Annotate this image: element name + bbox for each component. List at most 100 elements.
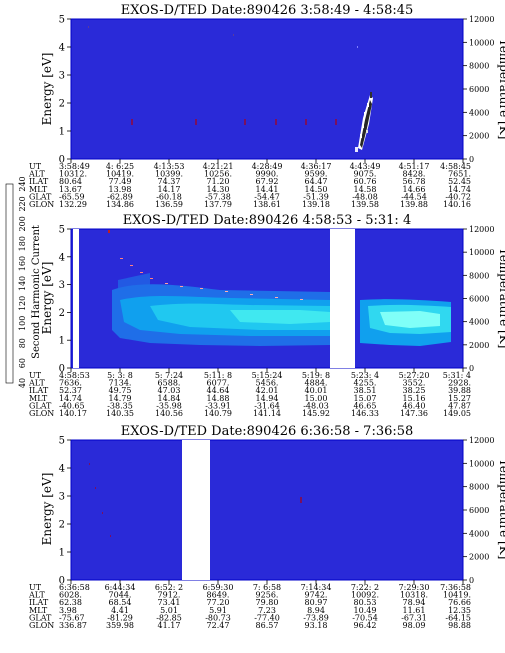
y-right-tick-label: 2000 (469, 553, 489, 562)
colorbar-tick-label: 80 (18, 338, 27, 348)
ephemeris-value: 14.88 (207, 394, 230, 403)
ephemeris-value: 76.66 (448, 598, 471, 607)
ephemeris-value: 4.41 (111, 606, 129, 615)
ephemeris-row-label: ILAT (29, 598, 49, 607)
ephemeris-value: -65.59 (59, 192, 85, 201)
panel-3-ephemeris: UT 6:36:58 6:44:34 6:52: 2 6:59:30 7: 6:58 7:1… (28, 583, 471, 630)
ephemeris-row-label: ALT (28, 591, 45, 600)
ephemeris-value: 11.61 (403, 606, 426, 615)
ephemeris-value: 14.74 (448, 185, 471, 194)
ephemeris-value: 14.94 (256, 394, 279, 403)
ephemeris-value: 3.98 (59, 606, 77, 615)
ephemeris-value: 73.41 (158, 598, 181, 607)
y-tick-label: 0 (59, 364, 65, 375)
ephemeris-value: 7134. (109, 379, 132, 388)
panel-2-ylabel: Energy [eV] (40, 262, 54, 335)
panel-1-specks (88, 26, 358, 125)
ephemeris-value: 4:13:53 (154, 162, 185, 171)
colorbar-label: Second Harmonic Current (31, 225, 42, 359)
ephemeris-value: 5:23: 4 (351, 371, 379, 380)
y-right-tick-label: 2000 (469, 132, 489, 141)
ephemeris-value: 139.88 (400, 200, 428, 209)
ephemeris-value: 9742. (305, 591, 328, 600)
y-right-tick-label: 12000 (469, 225, 494, 234)
colorbar-outline (5, 183, 14, 384)
ephemeris-value: 139.58 (351, 200, 379, 209)
ephemeris-value: 77.20 (207, 598, 230, 607)
ephemeris-value: 47.87 (448, 401, 471, 410)
ephemeris-value: 9990. (256, 170, 279, 179)
ephemeris-value: 6028. (59, 591, 82, 600)
ephemeris-value: 14.84 (158, 394, 181, 403)
panel-3-ylabel-right: Temperature [K] (497, 459, 505, 560)
y-right-tick-label: 0 (469, 576, 474, 585)
ephemeris-value: 139.18 (302, 200, 330, 209)
ephemeris-row-label: GLON (29, 409, 54, 418)
ephemeris-value: 141.14 (253, 409, 281, 418)
panel-2-ylabel-right: Temperature [K] (497, 248, 505, 349)
y-right-tick-label: 2000 (469, 341, 489, 350)
panel-3-specks (89, 463, 302, 537)
panel-2-ephemeris: UT 4:58:53 5: 3: 8 5: 7:24 5:11: 8 5:15:24 5:1… (28, 371, 471, 418)
colorbar-tick-label: 140 (18, 276, 27, 291)
y-tick-label: 4 (59, 252, 65, 263)
ephemeris-value: 14.66 (403, 185, 426, 194)
panel-3-data-gap (182, 440, 210, 580)
ephemeris-value: -60.18 (156, 192, 182, 201)
ephemeris-value: 10256. (204, 170, 232, 179)
ephemeris-value: -40.65 (59, 401, 85, 410)
ephemeris-value: 4:58:45 (440, 162, 471, 171)
ephemeris-value: 4:43:49 (350, 162, 381, 171)
ephemeris-value: 6077. (207, 379, 230, 388)
ephemeris-value: 5:15:24 (252, 371, 283, 380)
ephemeris-value: 7044. (109, 591, 132, 600)
ephemeris-value: 359.98 (106, 621, 134, 630)
ephemeris-value: -48.08 (352, 192, 378, 201)
ephemeris-value: 96.42 (354, 621, 377, 630)
ephemeris-value: 2928. (448, 379, 471, 388)
ephemeris-value: 72.47 (207, 621, 230, 630)
ephemeris-row-label: GLAT (29, 192, 52, 201)
colorbar-tick-label: 180 (18, 236, 27, 251)
ephemeris-value: 62.38 (59, 598, 82, 607)
ephemeris-value: 132.29 (59, 200, 87, 209)
ephemeris-value: 9075. (354, 170, 377, 179)
ephemeris-value: 4:51:17 (399, 162, 430, 171)
ephemeris-value: -44.54 (401, 192, 427, 201)
ephemeris-value: 10399. (155, 170, 183, 179)
ephemeris-value: 5: 7:24 (155, 371, 183, 380)
panel-1-ylabel: Energy [eV] (40, 53, 54, 126)
ephemeris-value: 7:14:34 (301, 583, 332, 592)
ephemeris-value: 6:36:58 (59, 583, 90, 592)
ephemeris-value: 5:31: 4 (443, 371, 471, 380)
y-tick-label: 5 (59, 225, 65, 236)
ephemeris-value: 98.09 (403, 621, 426, 630)
ephemeris-value: 15.07 (354, 394, 377, 403)
panel-2-title: EXOS-D/TED Date:890426 4:58:53 - 5:31: 4 (123, 213, 411, 228)
ephemeris-value: 5:11: 8 (204, 371, 232, 380)
panel-2: EXOS-D/TED Date:890426 4:58:53 - 5:31: 4 (28, 213, 505, 418)
ephemeris-value: 67.92 (256, 177, 279, 186)
ephemeris-value: -80.73 (205, 613, 231, 622)
colorbar-tick-label: 120 (18, 296, 27, 311)
ephemeris-value: -38.35 (107, 401, 133, 410)
ephemeris-value: 14.17 (158, 185, 181, 194)
ephemeris-value: 15.16 (403, 394, 426, 403)
panel-3-title: EXOS-D/TED Date:890426 6:36:58 - 7:36:58 (121, 424, 414, 439)
colorbar-tick-label: 100 (18, 316, 27, 331)
ephemeris-row-label: GLAT (29, 401, 52, 410)
colorbar-tick-label: 60 (18, 358, 27, 368)
y-tick-label: 3 (59, 492, 65, 503)
ephemeris-value: 15.00 (305, 394, 328, 403)
y-right-tick-label: 8000 (469, 483, 489, 492)
panel-3-ylabel: Energy [eV] (40, 473, 54, 546)
ephemeris-value: 86.57 (256, 621, 279, 630)
ephemeris-value: 98.88 (448, 621, 471, 630)
colorbar-tick-label: 240 (18, 176, 27, 191)
ephemeris-value: 5.01 (160, 606, 178, 615)
ephemeris-value: 6:44:34 (105, 583, 136, 592)
y-right-tick-label: 8000 (469, 271, 489, 280)
ephemeris-value: 12.35 (448, 606, 471, 615)
ephemeris-value: 10318. (400, 591, 428, 600)
panel-2-plasma-band (112, 273, 451, 346)
